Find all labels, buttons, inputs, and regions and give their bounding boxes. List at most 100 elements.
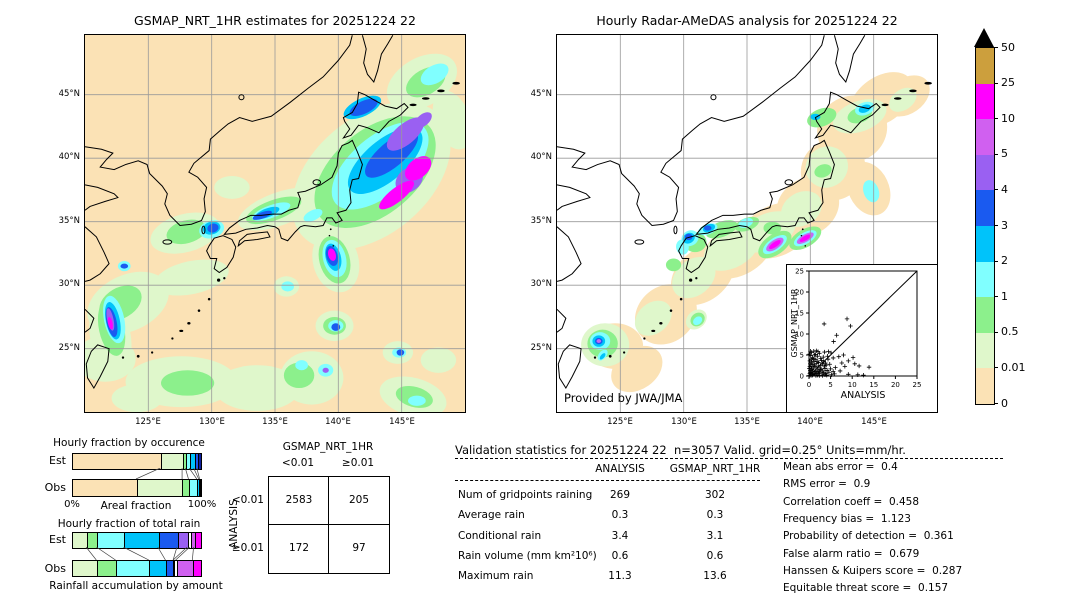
right-map xyxy=(556,34,938,413)
colorbar-tick-label: 3 xyxy=(1001,218,1008,232)
bar-segment xyxy=(173,561,175,576)
colorbar-over-arrow xyxy=(974,28,994,47)
bar-segment xyxy=(183,454,187,469)
svg-text:25: 25 xyxy=(913,381,922,389)
right-lat-30: 30°N xyxy=(530,279,552,289)
colorbar-tick-label: 0.01 xyxy=(1001,360,1026,374)
occurrence-title: Hourly fraction by occurence xyxy=(53,437,205,449)
svg-text:0: 0 xyxy=(807,381,811,389)
contingency-cell-11: 97 xyxy=(352,542,366,554)
bar-segment xyxy=(194,533,201,548)
contingency-row-ge: ≥0.01 xyxy=(231,542,264,554)
stat-row-analysis-value: 3.4 xyxy=(611,529,629,542)
score-line: Equitable threat score = 0.157 xyxy=(783,582,949,595)
bar-segment xyxy=(199,480,200,496)
bar-segment xyxy=(200,480,201,496)
bar-segment xyxy=(188,533,191,548)
contingency-col-lt: <0.01 xyxy=(281,457,315,469)
bar-segment xyxy=(165,561,174,576)
bar-segment xyxy=(182,480,189,496)
occurrence-xlabel: Areal fraction xyxy=(100,500,172,512)
bar-segment xyxy=(87,533,98,548)
colorbar-swatch xyxy=(976,154,994,191)
occurrence-obs-label: Obs xyxy=(44,481,66,494)
colorbar-tick-label: 0 xyxy=(1001,396,1008,410)
colorbar-swatch xyxy=(976,332,994,369)
validation-col-analysis: ANALYSIS xyxy=(595,463,645,475)
right-lat-45: 45°N xyxy=(530,89,552,99)
bar-segment xyxy=(124,533,159,548)
total-rain-est-label: Est xyxy=(49,533,66,546)
bar-segment xyxy=(177,533,189,548)
left-lat-40: 40°N xyxy=(58,152,80,162)
total-rain-est-bar xyxy=(72,532,202,549)
left-map xyxy=(74,34,472,418)
contingency-cell-10: 172 xyxy=(288,542,310,554)
total-rain-obs-bar xyxy=(72,560,202,577)
validation-title: Validation statistics for 20251224 22 n=… xyxy=(455,443,906,457)
bar-segment xyxy=(97,533,125,548)
svg-text:5: 5 xyxy=(828,381,832,389)
occurrence-x0: 0% xyxy=(64,499,80,510)
contingency-cell-00: 2583 xyxy=(285,494,313,506)
left-lon-130: 130°E xyxy=(199,417,225,427)
colorbar-tick-label: 1 xyxy=(1001,289,1008,303)
contingency-row-axis: ANALYSIS xyxy=(228,499,240,549)
stat-row-label: Maximum rain xyxy=(458,570,534,583)
colorbar xyxy=(975,47,995,405)
bar-segment xyxy=(97,561,117,576)
stat-row-analysis-value: 0.3 xyxy=(611,509,629,522)
contingency-row-lt: <0.01 xyxy=(231,494,264,506)
left-rain-layer xyxy=(74,53,472,418)
right-lon-145: 145°E xyxy=(861,417,887,427)
occurrence-connectors xyxy=(135,468,200,479)
total-rain-xlabel: Rainfall accumulation by amount xyxy=(49,580,223,592)
bar-segment xyxy=(190,454,195,469)
bar-segment xyxy=(193,561,202,576)
left-map-plot xyxy=(74,34,472,418)
score-line: Frequency bias = 1.123 xyxy=(783,512,911,525)
bar-segment xyxy=(197,480,199,496)
stat-row-analysis-value: 11.3 xyxy=(608,570,632,583)
score-line: Mean abs error = 0.4 xyxy=(783,461,898,473)
stat-row-label: Average rain xyxy=(458,509,525,522)
right-lon-125: 125°E xyxy=(607,417,633,427)
bar-segment xyxy=(73,561,98,576)
bar-segment xyxy=(116,561,150,576)
right-map-plot xyxy=(556,34,937,412)
svg-text:5: 5 xyxy=(800,352,804,360)
bar-segment xyxy=(174,561,177,576)
bar-segment xyxy=(149,561,166,576)
contingency-col-ge: ≥0.01 xyxy=(341,457,375,469)
bar-segment xyxy=(73,533,88,548)
left-lat-45: 45°N xyxy=(58,89,80,99)
score-line: Hanssen & Kuipers score = 0.287 xyxy=(783,564,963,577)
score-line: Probability of detection = 0.361 xyxy=(783,530,954,543)
left-lon-140: 140°E xyxy=(325,417,351,427)
bar-segment xyxy=(188,480,198,496)
stat-row-label: Rain volume (mm km²10⁶) xyxy=(458,549,597,562)
total-rain-connectors xyxy=(85,547,194,560)
left-lon-135: 135°E xyxy=(262,417,288,427)
colorbar-tick-label: 25 xyxy=(1001,76,1015,90)
svg-text:25: 25 xyxy=(795,268,804,276)
bar-segment xyxy=(197,454,201,469)
occurrence-obs-bar xyxy=(72,479,202,497)
colorbar-tick-label: 10 xyxy=(1001,111,1015,125)
contingency-table: 2583 205 172 97 xyxy=(268,476,390,574)
colorbar-tick-label: 4 xyxy=(1001,182,1008,196)
right-lon-140: 140°E xyxy=(797,417,823,427)
colorbar-swatch xyxy=(976,225,994,262)
svg-text:10: 10 xyxy=(848,381,857,389)
contingency-col-axis: GSMAP_NRT_1HR xyxy=(282,441,374,453)
colorbar-tick-label: 5 xyxy=(1001,147,1008,161)
colorbar-tick-label: 0.5 xyxy=(1001,325,1019,339)
score-line: Correlation coeff = 0.458 xyxy=(783,495,919,508)
colorbar-tick-label: 50 xyxy=(1001,40,1015,54)
stat-row-gsmap-value: 3.1 xyxy=(706,529,724,542)
bar-segment xyxy=(190,533,195,548)
colorbar-swatch xyxy=(976,297,994,333)
left-map-title: GSMAP_NRT_1HR estimates for 20251224 22 xyxy=(134,13,416,28)
validation-title-rule xyxy=(455,458,1003,459)
